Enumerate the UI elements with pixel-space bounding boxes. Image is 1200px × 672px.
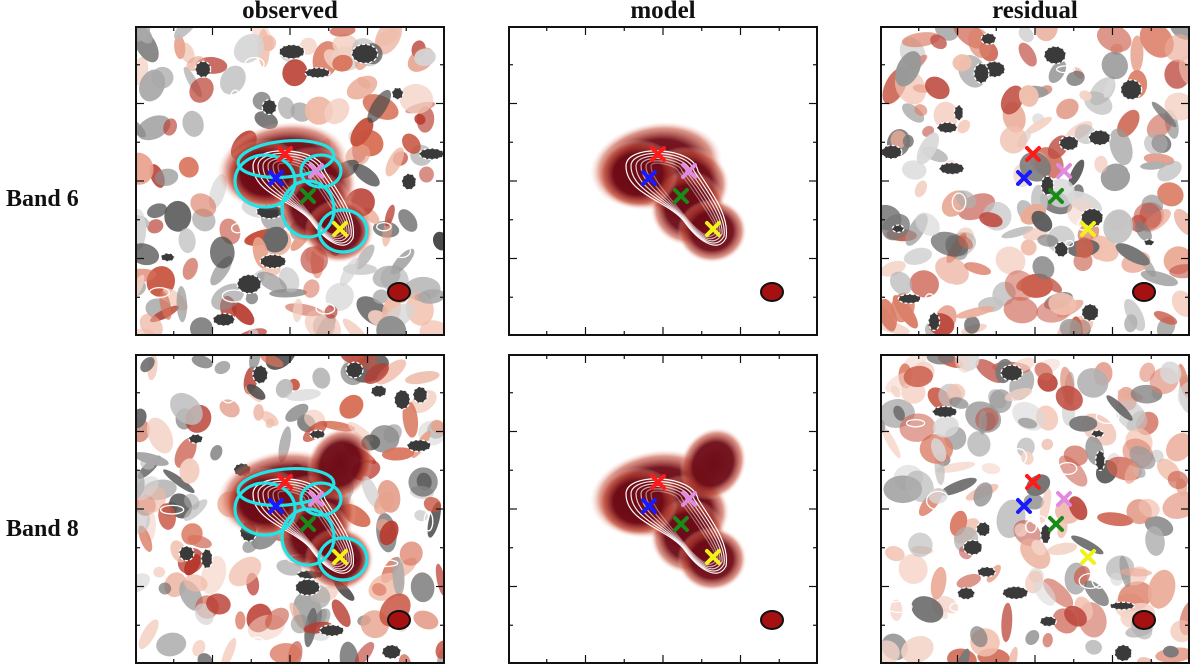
beam-ellipse — [1132, 282, 1156, 302]
source-emission — [216, 121, 374, 263]
column-title-observed: observed — [242, 0, 338, 24]
aperture-4 — [317, 536, 369, 582]
source-emission — [589, 121, 747, 263]
beam-ellipse — [760, 610, 784, 630]
source-marker-green — [300, 516, 316, 532]
source-marker-blue — [268, 498, 284, 514]
panel-band8-residual — [880, 354, 1190, 664]
source-emission — [589, 427, 747, 591]
panel-band8-observed — [135, 354, 445, 664]
aperture-1 — [233, 153, 297, 209]
source-marker-yellow — [705, 221, 721, 237]
source-marker-green — [300, 188, 316, 204]
aperture-3 — [280, 179, 336, 239]
source-marker-violet — [308, 163, 324, 179]
source-marker-red — [277, 474, 293, 490]
aperture-2 — [299, 153, 343, 189]
source-marker-blue — [641, 170, 657, 186]
source-marker-red — [650, 474, 666, 490]
aperture-4 — [317, 208, 369, 254]
panel-band6-residual — [880, 26, 1190, 336]
aperture-ellipses — [233, 466, 369, 582]
column-title-model: model — [630, 0, 696, 24]
noise-contours — [880, 32, 1155, 332]
source-marker-green — [673, 516, 689, 532]
aperture-0 — [236, 466, 336, 508]
panel-band6-model — [508, 26, 818, 336]
noise-contours — [148, 43, 445, 327]
column-title-residual: residual — [992, 0, 1078, 24]
beam-ellipse — [1132, 610, 1156, 630]
source-marker-violet — [681, 491, 697, 507]
source-marker-yellow — [1080, 221, 1096, 237]
source-marker-violet — [1056, 491, 1072, 507]
source-marker-violet — [308, 491, 324, 507]
aperture-0 — [236, 138, 336, 180]
source-marker-red — [1025, 146, 1041, 162]
panel-frame — [880, 26, 1190, 336]
source-marker-green — [1048, 188, 1064, 204]
source-marker-violet — [1056, 163, 1072, 179]
aperture-3 — [280, 507, 336, 567]
source-marker-yellow — [332, 549, 348, 565]
aperture-1 — [233, 481, 297, 537]
source-marker-green — [1048, 516, 1064, 532]
beam-ellipse — [387, 610, 411, 630]
source-marker-blue — [641, 498, 657, 514]
source-marker-yellow — [705, 549, 721, 565]
source-marker-yellow — [1080, 549, 1096, 565]
beam-ellipse — [387, 282, 411, 302]
noise-field — [880, 26, 1190, 336]
source-marker-yellow — [332, 221, 348, 237]
source-marker-blue — [1016, 170, 1032, 186]
aperture-2 — [299, 481, 343, 517]
panel-frame — [135, 26, 445, 336]
panel-band8-model — [508, 354, 818, 664]
panel-band6-observed — [135, 26, 445, 336]
panel-frame — [508, 354, 818, 664]
source-marker-blue — [1016, 498, 1032, 514]
source-marker-red — [650, 146, 666, 162]
beam-ellipse — [760, 282, 784, 302]
panel-frame — [135, 354, 445, 664]
source-marker-green — [673, 188, 689, 204]
panel-frame — [880, 354, 1190, 664]
noise-contours — [885, 364, 1136, 662]
source-marker-red — [1025, 474, 1041, 490]
aperture-ellipses — [233, 138, 369, 254]
source-marker-violet — [681, 163, 697, 179]
row-label-band8: Band 8 — [6, 516, 79, 542]
row-label-band6: Band 6 — [6, 186, 79, 212]
source-marker-blue — [268, 170, 284, 186]
panel-frame — [508, 26, 818, 336]
source-marker-red — [277, 146, 293, 162]
